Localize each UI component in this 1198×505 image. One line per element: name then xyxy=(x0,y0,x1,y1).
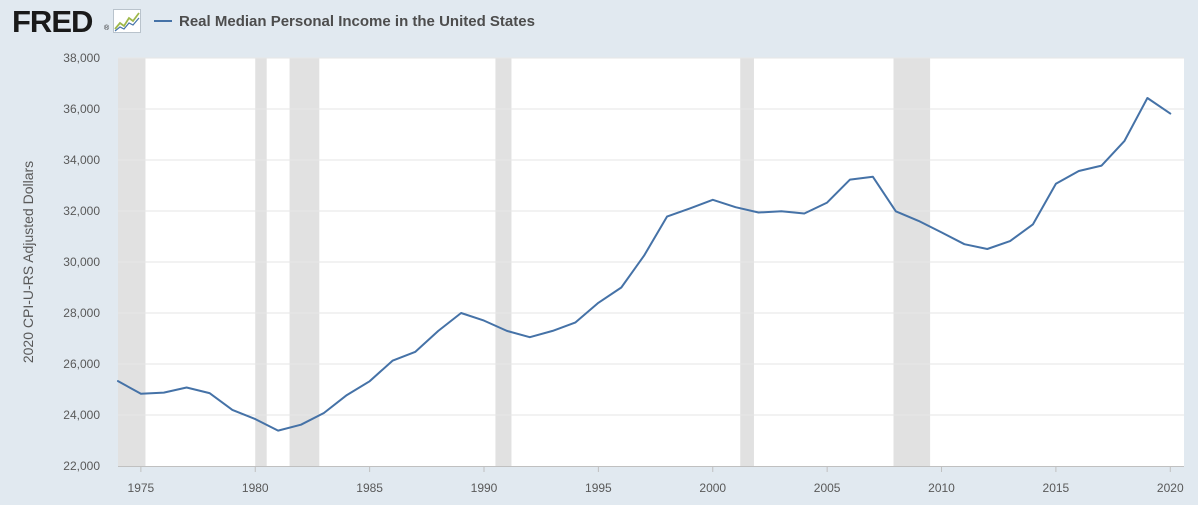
data-point[interactable] xyxy=(229,407,235,413)
data-point[interactable] xyxy=(1099,163,1105,169)
data-point[interactable] xyxy=(321,410,327,416)
data-point[interactable] xyxy=(1076,168,1082,174)
data-point[interactable] xyxy=(207,390,213,396)
chart-legend[interactable]: Real Median Personal Income in the Unite… xyxy=(154,11,535,31)
y-tick-label: 38,000 xyxy=(63,51,100,65)
data-point[interactable] xyxy=(161,390,167,396)
data-point[interactable] xyxy=(412,349,418,355)
x-tick-label: 1985 xyxy=(356,481,383,495)
y-tick-label: 24,000 xyxy=(63,408,100,422)
y-tick-label: 32,000 xyxy=(63,204,100,218)
legend-series-label: Real Median Personal Income in the Unite… xyxy=(179,12,535,30)
data-point[interactable] xyxy=(550,328,556,334)
fred-logo[interactable]: FRED xyxy=(12,4,93,39)
data-point[interactable] xyxy=(115,378,121,384)
x-tick-label: 1975 xyxy=(128,481,155,495)
data-point[interactable] xyxy=(664,214,670,220)
data-point[interactable] xyxy=(458,310,464,316)
trend-graph-icon xyxy=(113,9,141,33)
gridlines xyxy=(118,57,1184,416)
data-point[interactable] xyxy=(184,384,190,390)
x-tick-label: 2000 xyxy=(699,481,726,495)
axes: 22,000 24,000 26,000 28,000 30,000 32,000 34,0… xyxy=(63,51,1184,495)
data-point[interactable] xyxy=(1167,111,1173,117)
data-point[interactable] xyxy=(870,174,876,180)
data-point[interactable] xyxy=(1144,95,1150,101)
data-point[interactable] xyxy=(824,200,830,206)
data-point[interactable] xyxy=(435,328,441,334)
data-point[interactable] xyxy=(893,208,899,214)
data-point[interactable] xyxy=(367,378,373,384)
y-tick-label: 26,000 xyxy=(63,357,100,371)
data-point[interactable] xyxy=(275,428,281,434)
data-point[interactable] xyxy=(847,177,853,183)
data-point[interactable] xyxy=(1007,238,1013,244)
data-point[interactable] xyxy=(984,246,990,252)
data-point[interactable] xyxy=(687,205,693,211)
data-point[interactable] xyxy=(252,416,258,422)
y-tick-label: 34,000 xyxy=(63,153,100,167)
data-point[interactable] xyxy=(298,422,304,428)
x-tick-label: 1980 xyxy=(242,481,269,495)
y-tick-label: 36,000 xyxy=(63,102,100,116)
y-tick-label: 30,000 xyxy=(63,255,100,269)
series-line-0[interactable] xyxy=(117,97,1172,432)
data-point[interactable] xyxy=(916,218,922,224)
series-lines xyxy=(115,95,1173,434)
data-point[interactable] xyxy=(939,229,945,235)
x-tick-label: 2015 xyxy=(1043,481,1070,495)
data-point[interactable] xyxy=(618,285,624,291)
data-point[interactable] xyxy=(138,391,144,397)
data-point[interactable] xyxy=(390,358,396,364)
x-tick-label: 2005 xyxy=(814,481,841,495)
data-point[interactable] xyxy=(573,319,579,325)
data-point[interactable] xyxy=(641,253,647,259)
x-tick-label: 1990 xyxy=(471,481,498,495)
data-point[interactable] xyxy=(801,211,807,217)
y-tick-label: 22,000 xyxy=(63,459,100,473)
data-point[interactable] xyxy=(344,392,350,398)
data-point[interactable] xyxy=(1030,221,1036,227)
legend-swatch xyxy=(154,20,172,22)
chart-header: FRED ® Real Median Personal Income in th… xyxy=(0,0,1198,44)
data-point[interactable] xyxy=(527,334,533,340)
data-point[interactable] xyxy=(481,318,487,324)
data-point[interactable] xyxy=(778,208,784,214)
registered-mark: ® xyxy=(104,25,110,32)
data-point[interactable] xyxy=(504,328,510,334)
data-point[interactable] xyxy=(595,300,601,306)
data-point[interactable] xyxy=(1122,138,1128,144)
x-tick-label: 1995 xyxy=(585,481,612,495)
data-point[interactable] xyxy=(756,210,762,216)
x-tick-label: 2020 xyxy=(1157,481,1184,495)
data-point[interactable] xyxy=(733,204,739,210)
data-point[interactable] xyxy=(1053,181,1059,187)
data-point[interactable] xyxy=(710,197,716,203)
y-tick-label: 28,000 xyxy=(63,306,100,320)
x-tick-label: 2010 xyxy=(928,481,955,495)
data-point[interactable] xyxy=(961,241,967,247)
